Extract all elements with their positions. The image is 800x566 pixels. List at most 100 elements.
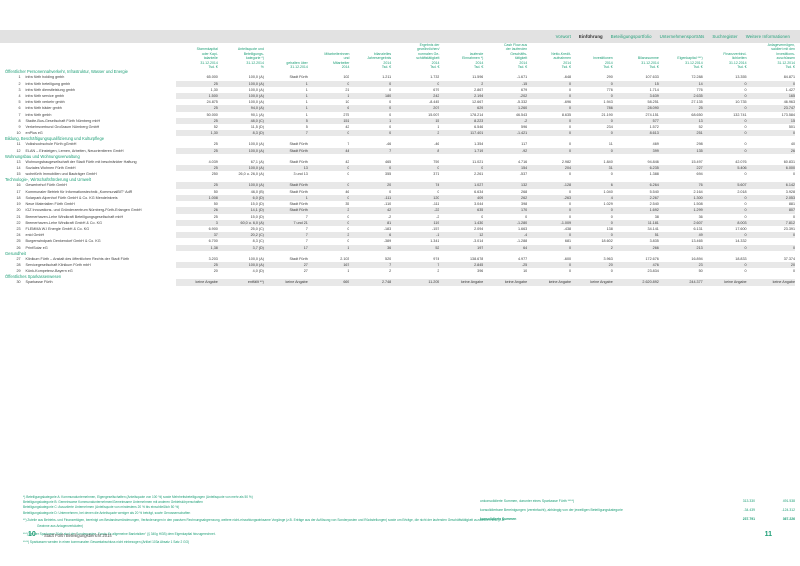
cell-mitarbeiter: 2.103 <box>340 256 350 261</box>
company-name[interactable]: infra fürth bäder gmbh <box>25 106 62 111</box>
nav-item-vorwort[interactable]: Vorwort <box>555 34 571 39</box>
cell-anteilsquote: 100,0 (A) <box>248 142 264 147</box>
table-row[interactable]: 22 Bremerhaven-Lehe Windkraft GmbH & Co. … <box>5 219 795 226</box>
table-row[interactable]: 9 Verkehrsverbund Großraum Nürnberg GmbH 5… <box>5 124 795 130</box>
nav-item-einfuehrung[interactable]: Einführung <box>578 34 603 39</box>
top-navigation[interactable]: Vorwort Einführung Beteiligungsportfolio… <box>0 30 800 43</box>
company-name[interactable]: Volkshochschule Fürth gGmbH <box>25 142 77 147</box>
table-row[interactable]: 12 ELAN – Einsteigen, Lernen, Arbeiten, N… <box>5 147 795 154</box>
section-header-row: Gesundheit <box>5 251 795 256</box>
cell-anlagevermoegen: 173.584 <box>781 112 795 117</box>
company-name[interactable]: Burgenwindpark Denkendorf GmbH & Co. KG <box>25 239 101 244</box>
table-row[interactable]: 15 wohnfürth Immobilien und Bauträger Gmb… <box>5 171 795 177</box>
row-index: 14 <box>16 166 21 171</box>
table-row[interactable]: 4 infra fürth service gmbh 1.500 100,0 (A) 1… <box>5 93 795 100</box>
cell-gehalten-ueber: Stadt Fürth <box>263 147 308 154</box>
row-index: 22 <box>16 220 21 225</box>
company-name[interactable]: ELAN – Einsteigen, Lernen, Arbeiten, Neu… <box>25 148 124 153</box>
company-name[interactable]: Wohnungsbaugesellschaft der Stadt Fürth … <box>25 159 137 164</box>
cell-stammkapital: 1.500 <box>176 93 218 100</box>
table-row[interactable]: 8 Stadte-Bus-Gesellschaft Fürth Nürnberg … <box>5 117 795 125</box>
company-name[interactable]: Stadte-Bus-Gesellschaft Fürth Nürnberg m… <box>25 118 101 123</box>
cell-bilanzielles-jahresergebnis: 1 <box>349 117 392 125</box>
company-name[interactable]: Klinikum Fürth – Anstalt des öffentliche… <box>25 256 130 261</box>
cell-ergebnis-gewoehnlich: -8.445 <box>428 100 440 105</box>
nav-item-beteiligungsportfolio[interactable]: Beteiligungsportfolio <box>610 34 652 39</box>
company-name[interactable]: infra fürth beteiligung gmbh <box>25 81 71 86</box>
table-row[interactable]: 5 infra fürth verkehr gmbh 24.875 100,0 (A)… <box>5 99 795 105</box>
table-row[interactable]: 17 Kommunaler Betrieb für Informationstec… <box>5 189 795 195</box>
company-name[interactable]: infra fürth verkehr gmbh <box>25 100 65 105</box>
cell-gehalten-ueber: 1 <box>263 105 308 112</box>
table-row[interactable]: 1 infra fürth holding gmbh 65.000 100,0 (A)… <box>5 74 795 80</box>
cell-ergebnis-gewoehnlich: 15.007 <box>428 112 440 117</box>
cell-ergebnis-gewoehnlich: 371 <box>433 172 440 177</box>
table-row[interactable]: 6 infra fürth bäder gmbh 25 94,0 (A) 1 6 0 207 6… <box>5 105 795 112</box>
table-row[interactable]: 10 enPlus eG 1,30 8,3 (D) 7 0 0 2 117.401 -1.421 0… <box>5 130 795 137</box>
table-row[interactable]: 19 Neue Materialien Fürth GmbH 50 15,0 (D) S… <box>5 201 795 207</box>
table-row[interactable]: 28 Servicegesellschaft Klinikum Fürth mbH… <box>5 261 795 269</box>
company-name[interactable]: infra fürth holding gmbh <box>25 75 65 80</box>
company-name[interactable]: Gewerbehof Fürth GmbH <box>25 183 67 188</box>
table-row[interactable]: 11 Volkshochschule Fürth gGmbH 25 100,0 (A)… <box>5 141 795 147</box>
nav-item-unternehmensportraets[interactable]: Unternehmensporträts <box>659 34 705 39</box>
company-name[interactable]: Servicegesellschaft Klinikum Fürth mbH <box>25 262 91 267</box>
table-row[interactable]: 18 Solarpark Alpenhof Fürth GmbH & Co. KG… <box>5 194 795 202</box>
company-name[interactable]: Bremerhaven-Lehe Windkraft GmbH & Co. KG <box>25 220 102 225</box>
cell-cash-flow: -25 <box>483 261 528 269</box>
cell-bilanzielles-jahresergebnis: 0 <box>349 130 392 137</box>
table-row[interactable]: 13 Wohnungsbaugesellschaft der Stadt Fürt… <box>5 159 795 165</box>
table-row[interactable]: 20 iGZ Innovations- und Gründerzentrum Nü… <box>5 207 795 214</box>
row-index: 1 <box>18 75 21 80</box>
company-name[interactable]: Solarpark Alpenhof Fürth GmbH & Co. KG M… <box>25 195 118 200</box>
column-header-company-name <box>23 43 177 69</box>
company-name[interactable]: wohnfürth Immobilien und Bauträger GmbH <box>25 172 97 177</box>
cell-cash-flow: -1.280 <box>483 219 528 226</box>
table-row[interactable]: 27 Klinikum Fürth – Anstalt des öffentlic… <box>5 256 795 262</box>
cell-laufende-einnahmen: 6.546 <box>474 125 484 130</box>
table-row[interactable]: 3 infra fürth dienstleistung gmbh 1,30 100,… <box>5 87 795 93</box>
table-row[interactable]: 24 enid GmbH 37 20,2 (C) 7 2 6 -1 12 -4 0 0 51 49 0 0 <box>5 232 795 239</box>
table-row[interactable]: 30 Sparkasse Fürth keine Angabe entfällt **… <box>5 279 795 286</box>
company-name[interactable]: PrintSolar eG <box>25 245 48 250</box>
cell-ergebnis-gewoehnlich: 119 <box>391 219 440 226</box>
company-name[interactable]: infra fürth gmbh <box>25 112 52 117</box>
company-name[interactable]: Sparkasse Fürth <box>25 280 53 285</box>
company-name[interactable]: infra fürth service gmbh <box>25 94 65 99</box>
cell-bilanzsumme: 577 <box>612 117 659 125</box>
company-name[interactable]: Soziales Wohnen Fürth GmbH <box>25 166 76 171</box>
summary-value-2: 367.226 <box>782 517 795 521</box>
cell-mitarbeiter: 21 <box>345 87 350 92</box>
company-name[interactable]: Bremerhaven-Lehe Windkraft Beteiligungsg… <box>25 214 124 219</box>
table-row[interactable]: 16 Gewerbehof Fürth GmbH 25 100,0 (A) Stadt … <box>5 182 795 189</box>
cell-eigenkapital: 52 <box>698 125 703 130</box>
company-name[interactable]: FLEMMA W.I Energie GmbH & Co. KG <box>25 226 90 231</box>
cell-anlagevermoegen: 0 <box>746 130 795 137</box>
company-name[interactable]: enid GmbH <box>25 233 45 238</box>
company-name[interactable]: iGZ Innovations- und Gründerzentrum Nürn… <box>25 208 142 213</box>
company-name[interactable]: Kommunaler Betrieb für Informationstechn… <box>25 189 133 194</box>
section-title: Öffentlicher Personennahverkehr, Infrast… <box>5 69 128 75</box>
nav-item-weitere-informationen[interactable]: Weitere Informationen <box>745 34 790 39</box>
company-name[interactable]: Verkehrsverbund Großraum Nürnberg GmbH <box>25 125 100 130</box>
nav-item-suchregister[interactable]: Suchregister <box>712 34 738 39</box>
table-row[interactable]: 21 Bremerhaven-Lehe Windkraft Beteiligung… <box>5 214 795 220</box>
cell-mitarbeiter: 2 <box>307 232 350 239</box>
cell-ergebnis-gewoehnlich: 0 <box>437 189 440 194</box>
table-row[interactable]: 23 FLEMMA W.I Energie GmbH & Co. KG 6.900 2… <box>5 226 795 232</box>
cell-gehalten-ueber: Stadt Fürth <box>289 256 308 261</box>
cell-anteilsquote: 100,0 (A) <box>217 182 264 189</box>
cell-ergebnis-gewoehnlich: 120 <box>391 194 440 202</box>
cell-netto-kreditaufnahmen: 204 <box>527 165 572 172</box>
table-row[interactable]: 2 infra fürth beteiligung gmbh 25 100,0 (A)… <box>5 80 795 87</box>
table-row[interactable]: 7 infra fürth gmbh 50.000 90,1 (A) 1 275 0 15.0… <box>5 112 795 118</box>
table-row[interactable]: 25 Burgenwindpark Denkendorf GmbH & Co. K… <box>5 238 795 244</box>
table-row[interactable]: 26 PrintSolar eG 1,38 3,7 (D) 17 1 36 52 197 64 0 2… <box>5 244 795 251</box>
company-name[interactable]: Neue Materialien Fürth GmbH <box>25 202 75 207</box>
table-row[interactable]: 14 Soziales Wohnen Fürth GmbH 25 100,0 (A) 1… <box>5 165 795 172</box>
company-name[interactable]: Künk-Kompetenz-Bayern eG <box>25 269 73 274</box>
cell-bilanzielles-jahresergebnis: 520 <box>385 256 392 261</box>
company-name[interactable]: enPlus eG <box>25 131 43 136</box>
table-row[interactable]: 29 Künk-Kompetenz-Bayern eG 20 4,0 (D) 27 1 2 2… <box>5 268 795 274</box>
company-name[interactable]: infra fürth dienstleistung gmbh <box>25 87 75 92</box>
